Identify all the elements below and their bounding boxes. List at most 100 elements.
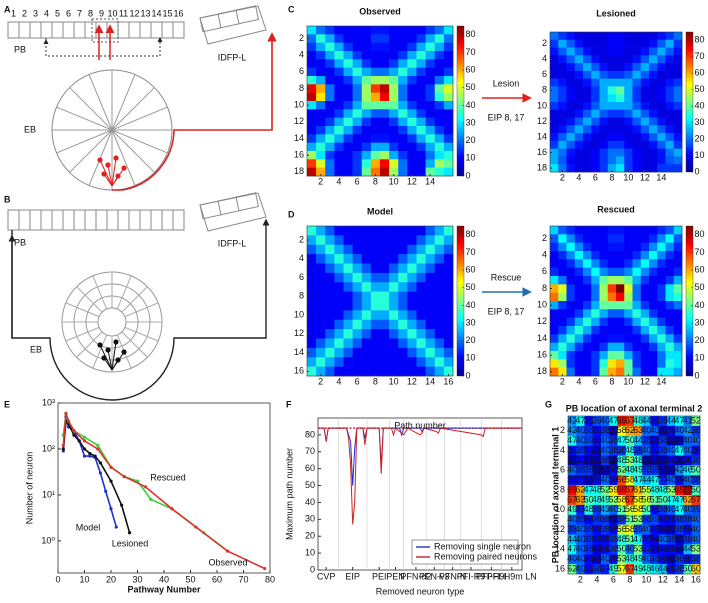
heatmap-cell [352,117,363,127]
heatmap-cell [425,263,436,274]
heatmap-cell [352,51,363,60]
heatmap-cell [325,26,335,35]
heatmap-cell [667,544,676,555]
heatmap-cell [616,234,625,243]
heatmap-cell [389,67,399,77]
heatmap-cell [380,76,390,85]
heatmap-cell [665,86,675,95]
heatmap-cell [443,51,454,60]
cell-value: 36 [600,544,610,554]
heatmap-cell [650,564,660,575]
series-label: Lesioned [112,538,149,548]
heatmap-cell [307,167,317,177]
heatmap-cell [352,84,363,93]
heatmap-cell [673,140,683,149]
heatmap-cell [370,142,381,152]
y-tick-label: 14 [537,131,547,141]
heatmap-cell [361,101,372,110]
heatmap-cell [334,338,344,349]
heatmap-cell [599,55,609,64]
cell-value: 38 [600,425,610,435]
heatmap-cell [558,109,567,118]
heatmap-cell [650,514,660,525]
heatmap-cell [307,117,317,127]
cell-value: 36 [592,435,602,445]
heatmap-cell [380,282,390,292]
heatmap-cell [617,544,627,555]
cell-value: 47 [674,494,684,504]
cell-value: 38 [584,425,594,435]
heatmap-cell [566,140,576,149]
heatmap-cell [616,102,625,111]
heatmap-cell [640,148,650,157]
heatmap-cell [398,84,408,93]
heatmap-cell [389,338,399,349]
cell-value: 33 [608,514,618,524]
heatmap-cell [591,226,600,235]
heatmap-cell [434,109,445,118]
pb-number: 15 [162,8,172,18]
x-tick-label: 4 [576,376,581,386]
heatmap-cell [625,554,635,565]
pb-glomerulus [18,21,31,39]
heatmap-cell [667,455,676,466]
heatmap-cell [443,357,454,367]
cell-value: 33 [666,554,676,564]
heatmap-cell [574,148,584,157]
heatmap-cell [361,26,372,35]
cell-value: 38 [633,445,643,455]
heatmap-cell [325,34,335,43]
heatmap-cell [657,317,666,327]
cell-value: 38 [658,504,668,514]
heatmap-cell [325,159,335,168]
heatmap-cell [683,534,693,545]
heatmap-cell [640,301,650,310]
heatmap-cell [583,78,592,87]
heatmap-cell [665,267,675,277]
cell-value: 38 [584,544,594,554]
heatmap-cell [307,151,317,160]
heatmap-cell [343,26,353,35]
heatmap-cell [370,319,381,330]
heatmap-cell [566,242,576,252]
colorbar-label: 70 [695,247,705,257]
heatmap-cell [443,92,454,102]
x-tick-label: 12 [640,172,650,182]
cell-value: 36 [666,455,676,465]
cell-value: 47 [674,445,684,455]
heatmap-cell [550,367,559,377]
heatmap-cell [389,134,399,143]
x-tick-label: 70 [238,574,248,584]
heatmap-cell [650,455,660,466]
cell-value: 40 [683,475,693,485]
heatmap-cell [398,42,408,52]
heatmap-cell [558,234,567,243]
heatmap-cell [657,47,666,56]
cell-value: 44 [683,544,693,554]
heatmap-cell [389,92,399,102]
y-tick-label: 6 [542,266,547,276]
heatmap-cell [583,359,592,368]
heatmap-cell [443,254,454,264]
heatmap-cell [632,94,642,103]
heatmap-cell [650,435,660,446]
heatmap-cell [599,148,609,157]
cell-value: 51 [650,494,660,504]
heatmap-cell [601,425,610,437]
colorbar-label: 80 [466,29,476,39]
heatmap-cell [434,244,445,255]
y-tick-label: 16 [294,150,304,160]
heatmap-cell [591,86,600,95]
heatmap-cell [658,554,668,565]
x-tick-label: PFI-R9 [457,571,486,581]
heatmap-cell [649,317,658,327]
cell-value: 40 [575,425,585,435]
heatmap-cell [624,94,633,103]
y-tick-label: 6 [299,66,304,76]
heatmap-cell [361,59,372,68]
heatmap-cell [583,251,592,260]
heatmap-cell [407,282,417,292]
heatmap-cell [325,347,335,358]
series-label: Model [76,522,101,532]
heatmap-cell [361,42,372,52]
